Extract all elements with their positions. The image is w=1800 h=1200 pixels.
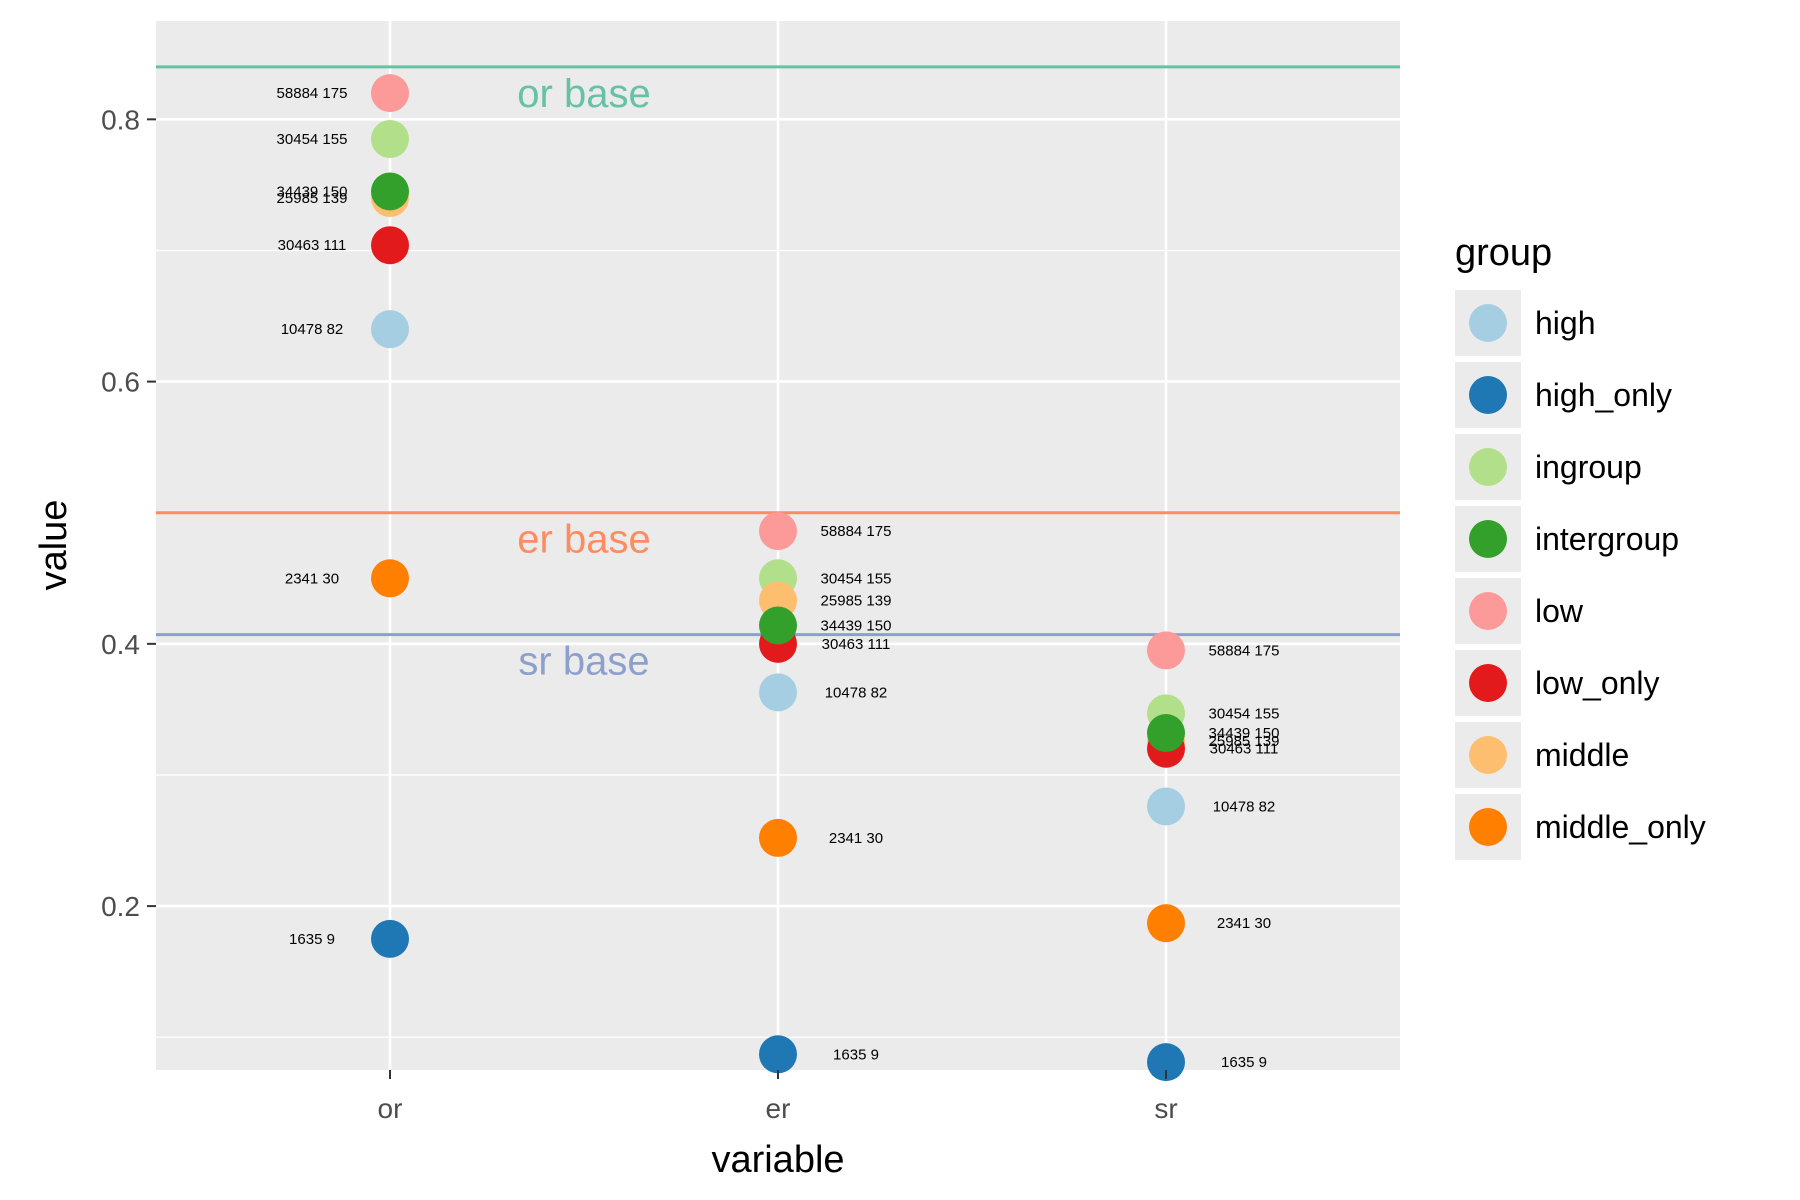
point-label: 34439 150 [1209, 725, 1280, 742]
legend-label: middle [1535, 737, 1629, 773]
x-axis: or er sr [378, 1070, 1178, 1124]
point-low_only-or [371, 226, 409, 265]
legend-swatch-high [1469, 304, 1507, 342]
y-axis-title: value [33, 500, 75, 591]
legend-swatch-middle [1469, 736, 1507, 774]
point-label: 1635 9 [833, 1046, 879, 1063]
y-tick-label: 0.8 [101, 104, 140, 135]
point-middle_only-sr [1147, 904, 1185, 943]
point-label: 1635 9 [1221, 1054, 1267, 1071]
y-tick-label: 0.6 [101, 367, 140, 398]
baseline-label: or base [517, 72, 650, 116]
point-high-or [371, 310, 409, 349]
legend-label: low [1535, 593, 1584, 629]
point-label: 25985 139 [1209, 733, 1280, 750]
point-middle_only-or [371, 559, 409, 598]
point-label: 30463 111 [822, 636, 891, 653]
point-low-or [371, 74, 409, 113]
point-high-sr [1147, 787, 1185, 826]
point-high_only-er [759, 1035, 797, 1074]
point-label: 30454 155 [277, 131, 348, 148]
legend-label: intergroup [1535, 521, 1679, 557]
point-label: 10478 82 [1213, 798, 1276, 815]
point-intergroup-sr [1147, 714, 1185, 753]
baseline-label: er base [517, 518, 650, 562]
point-label: 34439 150 [821, 617, 892, 634]
legend-title: group [1455, 232, 1552, 274]
y-axis: 0.2 0.4 0.6 0.8 [101, 104, 156, 922]
legend-label: high [1535, 305, 1596, 341]
point-label: 30454 155 [1209, 705, 1280, 722]
legend-label: high_only [1535, 377, 1672, 413]
point-intergroup-or [371, 172, 409, 211]
point-middle_only-er [759, 818, 797, 857]
point-label: 34439 150 [277, 183, 348, 200]
point-label: 30463 111 [1210, 741, 1279, 758]
legend-swatch-low [1469, 592, 1507, 630]
legend-label: low_only [1535, 665, 1660, 701]
point-label: 58884 175 [277, 85, 348, 102]
legend-swatch-low_only [1469, 664, 1507, 702]
baseline-label: sr base [518, 640, 649, 684]
point-ingroup-or [371, 120, 409, 159]
x-tick-label: sr [1154, 1093, 1177, 1124]
point-label: 10478 82 [281, 321, 344, 338]
legend-label: middle_only [1535, 809, 1706, 845]
point-label: 1635 9 [289, 931, 335, 948]
y-tick-label: 0.2 [101, 891, 140, 922]
point-labels: 10478 82 10478 82 10478 82 1635 9 1635 9 1635… [277, 85, 1280, 1071]
point-label: 25985 139 [821, 593, 892, 610]
point-label: 10478 82 [825, 684, 888, 701]
x-axis-title: variable [711, 1139, 844, 1181]
legend-swatch-high_only [1469, 376, 1507, 414]
point-label: 30463 111 [278, 237, 347, 254]
point-high_only-or [371, 919, 409, 958]
y-tick-label: 0.4 [101, 629, 140, 660]
point-label: 2341 30 [829, 830, 883, 847]
point-low-er [759, 512, 797, 551]
point-high_only-sr [1147, 1043, 1185, 1082]
baselines: or base er base sr base [156, 65, 1400, 684]
point-label: 58884 175 [821, 523, 892, 540]
x-tick-label: or [378, 1093, 403, 1124]
legend-label: ingroup [1535, 449, 1642, 485]
point-label: 58884 175 [1209, 642, 1280, 659]
x-tick-label: er [766, 1093, 791, 1124]
legend-swatch-ingroup [1469, 448, 1507, 486]
point-label: 2341 30 [285, 570, 339, 587]
point-low-sr [1147, 631, 1185, 670]
point-high-er [759, 673, 797, 712]
point-label: 25985 139 [277, 190, 348, 207]
point-intergroup-er [759, 606, 797, 645]
data-points [371, 74, 1185, 1082]
point-label: 30454 155 [821, 570, 892, 587]
point-label: 2341 30 [1217, 915, 1271, 932]
legend-swatch-middle_only [1469, 808, 1507, 846]
legend-swatch-intergroup [1469, 520, 1507, 558]
